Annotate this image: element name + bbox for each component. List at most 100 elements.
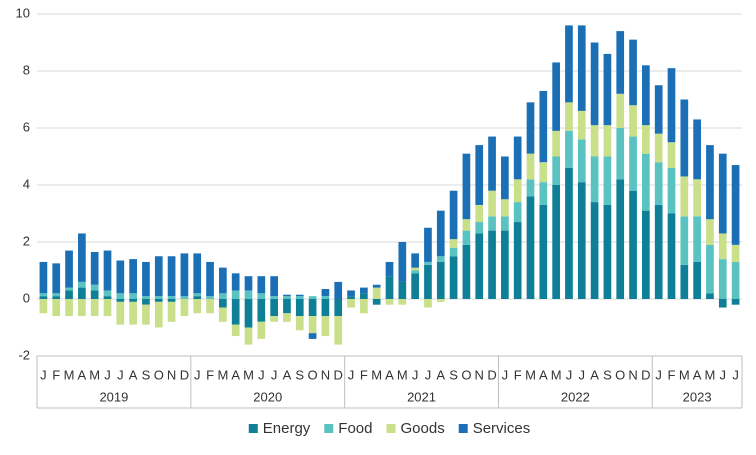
bar-segment [526,102,535,154]
bar-segment [616,128,625,180]
bar-segment [654,85,663,134]
bar-segment [231,324,240,337]
bar-segment [731,299,740,305]
bar-segment [78,233,86,282]
bar-segment [78,281,86,288]
x-tick-label: O [308,367,318,382]
bar-segment [552,156,560,185]
bar-segment [39,293,48,297]
x-tick-label: M [525,367,536,382]
x-tick-label: O [154,367,164,382]
bar-segment [385,299,394,305]
x-tick-label: D [334,367,343,382]
bar-segment [642,210,650,299]
bar-segment [629,190,637,299]
bar-segment [244,276,253,291]
x-tick-label: J [104,367,111,382]
bar-segment [295,294,304,297]
bar-segment [693,216,701,262]
bar-segment [680,99,689,177]
bar-segment [52,293,61,297]
bar-segment [616,31,625,94]
bar-segment [603,53,612,126]
bar-segment [347,296,355,299]
bar-segment [308,316,317,334]
bar-segment [616,179,625,299]
bar-segment [539,204,548,299]
bar-segment [244,299,253,328]
bar-segment [219,299,227,308]
bar-segment [116,299,125,302]
bar-segment [257,321,266,339]
bar-segment [398,242,407,282]
x-group-label: 2021 [407,389,436,404]
bar-segment [90,251,99,285]
bar-segment [667,167,676,214]
bar-segment [565,167,573,299]
bar-segment [436,210,445,257]
bar-segment [565,25,573,103]
bar-segment [103,296,112,299]
x-tick-label: F [514,367,522,382]
bar-segment [449,247,458,257]
bar-segment [731,244,740,262]
bar-segment [577,139,586,183]
bar-segment [334,281,343,299]
y-tick-label: 2 [23,233,30,248]
bar-segment [462,244,471,299]
bar-segment [360,287,368,294]
bar-segment [116,301,125,325]
x-tick-label: A [129,367,138,382]
bar-segment [142,261,150,297]
bar-segment [718,153,727,234]
bar-segment [398,299,407,305]
x-tick-label: N [167,367,176,382]
bar-segment [552,62,560,131]
bar-segment [436,261,445,299]
x-tick-label: M [371,367,382,382]
bar-segment [154,301,163,328]
bar-segment [501,230,509,299]
x-tick-label: J [732,367,739,382]
bar-segment [116,293,125,299]
bar-segment [321,289,330,297]
bar-segment [526,179,535,197]
bar-segment [257,276,266,294]
bar-segment [193,296,202,299]
bar-segment [667,142,676,168]
bar-segment [167,299,176,302]
bar-segment [577,182,586,299]
bar-segment [462,153,471,220]
bar-segment [283,313,291,322]
x-tick-label: J [117,367,124,382]
bar-segment [501,199,509,217]
y-tick-label: 0 [23,290,30,305]
bar-segment [219,267,227,294]
bar-segment [206,296,214,299]
y-tick-label: 8 [23,62,30,77]
bar-segment [539,182,548,205]
bar-segment [52,299,61,317]
bar-segment [360,293,368,299]
x-tick-label: M [551,367,562,382]
bar-segment [334,316,343,345]
bar-segment [411,267,419,271]
x-tick-label: J [655,367,662,382]
bar-segment [270,296,278,299]
bar-segment [642,65,650,126]
x-tick-label: N [321,367,330,382]
bar-segment [219,293,227,299]
bar-segment [257,293,266,299]
bar-segment [39,261,48,294]
bar-segment [424,264,432,299]
bar-segment [629,39,637,106]
bar-segment [129,299,137,302]
bar-segment [116,260,125,294]
bar-segment [308,296,317,299]
bar-segment [167,301,176,322]
bar-segment [616,93,625,128]
bar-segment [424,299,432,308]
bar-segment [283,294,291,297]
bar-segment [411,273,419,299]
